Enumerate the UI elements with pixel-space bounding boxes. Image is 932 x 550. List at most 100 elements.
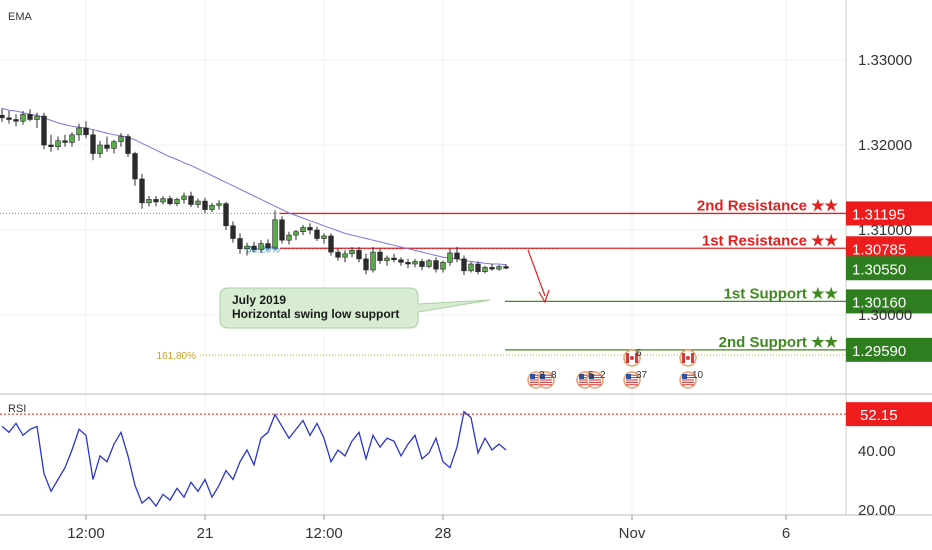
candle: [153, 196, 159, 207]
us-flag-icon[interactable]: [679, 371, 697, 389]
candle: [27, 109, 33, 122]
time-axis: 12:00 21 12:00 28 Nov 6: [67, 515, 790, 542]
candle: [475, 261, 481, 275]
current-price-label: 1.30550: [852, 261, 906, 278]
grid: [0, 0, 846, 515]
candle: [13, 114, 19, 127]
candle: [125, 133, 131, 157]
rsi-tick-label: 20.00: [858, 502, 896, 519]
us-flag-icon[interactable]: [623, 371, 641, 389]
candle: [69, 132, 75, 147]
candle: [363, 253, 369, 275]
fib-level-161-label: 161.80%: [157, 351, 197, 362]
event-count-label: 10: [692, 370, 704, 381]
rsi-pane: 40.00 20.00 52.15: [0, 402, 932, 519]
candle: [503, 264, 509, 270]
candle: [286, 231, 292, 245]
candle: [90, 129, 96, 161]
candles: [0, 108, 509, 276]
rsi-value-label: 52.15: [860, 407, 898, 424]
candle: [307, 223, 313, 235]
candle: [62, 134, 68, 147]
candle: [181, 192, 187, 204]
annotation-title: July 2019: [232, 293, 286, 307]
time-tick-label: 12:00: [305, 525, 343, 542]
us-flag-icon[interactable]: [586, 371, 604, 389]
event-count-label: 8: [551, 370, 557, 381]
level-price-s2: 1.29590: [852, 343, 906, 360]
candle: [349, 247, 355, 258]
candle: [167, 196, 173, 206]
candle: [461, 255, 467, 276]
level-price-s1: 1.30160: [852, 294, 906, 311]
event-count-label: 6: [636, 348, 642, 359]
current-price-box: [846, 256, 932, 281]
candle: [202, 197, 208, 213]
candle: [111, 139, 117, 154]
candle: [188, 191, 194, 208]
support-resistance-levels: 2nd Resistance ★★ 1.31195 1st Resistance ★…: [0, 197, 932, 362]
candle: [230, 221, 236, 243]
candle: [41, 112, 47, 150]
candle: [272, 210, 278, 251]
candle: [83, 121, 89, 139]
candle: [237, 233, 243, 254]
candle: [76, 123, 82, 141]
candle: [405, 258, 411, 269]
candle: [223, 201, 229, 230]
level-label-s1: 1st Support ★★: [724, 285, 839, 302]
candle: [6, 111, 12, 124]
candle: [321, 233, 327, 244]
candle: [279, 216, 285, 244]
level-price-r2: 1.31195: [852, 206, 905, 223]
annotation-callout: July 2019 Horizontal swing low support: [219, 287, 491, 329]
time-tick-label: 28: [435, 525, 452, 542]
candle: [195, 198, 201, 208]
candle: [132, 151, 138, 186]
candle: [216, 200, 222, 210]
candle: [335, 248, 341, 261]
candle: [384, 255, 390, 266]
level-price-box-r2: [846, 201, 932, 226]
level-price-r1: 1.30785: [852, 241, 906, 258]
candle: [104, 136, 110, 152]
fib-level-38-label: 38.20%: [246, 245, 280, 256]
candle: [440, 260, 446, 273]
canada-flag-icon[interactable]: [623, 349, 641, 367]
candle: [370, 247, 376, 273]
candle: [97, 140, 103, 158]
price-axis: 1.33000 1.32000 1.31000 1.30000: [858, 52, 912, 324]
candle: [55, 136, 61, 151]
candle: [447, 248, 453, 266]
candle: [496, 264, 502, 271]
price-tick-label: 1.32000: [858, 137, 912, 154]
us-flag-icon[interactable]: [537, 371, 555, 389]
candle: [20, 111, 26, 125]
candle: [433, 257, 439, 273]
candle: [209, 202, 215, 213]
level-label-r2: 2nd Resistance ★★: [697, 197, 839, 214]
time-tick-label: 21: [197, 525, 214, 542]
candle: [412, 258, 418, 268]
candle: [314, 226, 320, 242]
price-tick-label: 1.31000: [858, 222, 912, 239]
price-tick-label: 1.33000: [858, 52, 912, 69]
candle: [482, 265, 488, 274]
pane-separators: [0, 0, 932, 516]
time-tick-label: Nov: [619, 525, 646, 542]
candle: [0, 108, 5, 123]
rsi-indicator-label: RSI: [8, 403, 26, 415]
candle: [468, 262, 474, 273]
annotation-text: Horizontal swing low support: [232, 307, 399, 321]
candle: [342, 250, 348, 263]
level-price-box-s1: [846, 289, 932, 314]
candle: [419, 258, 425, 270]
ema-indicator-label: EMA: [8, 11, 33, 23]
rsi-series-line: [1, 410, 507, 508]
canada-flag-icon[interactable]: [679, 349, 697, 367]
projection-arrow: [527, 249, 550, 304]
rsi-tick-label: 40.00: [858, 443, 896, 460]
candle: [160, 196, 166, 205]
